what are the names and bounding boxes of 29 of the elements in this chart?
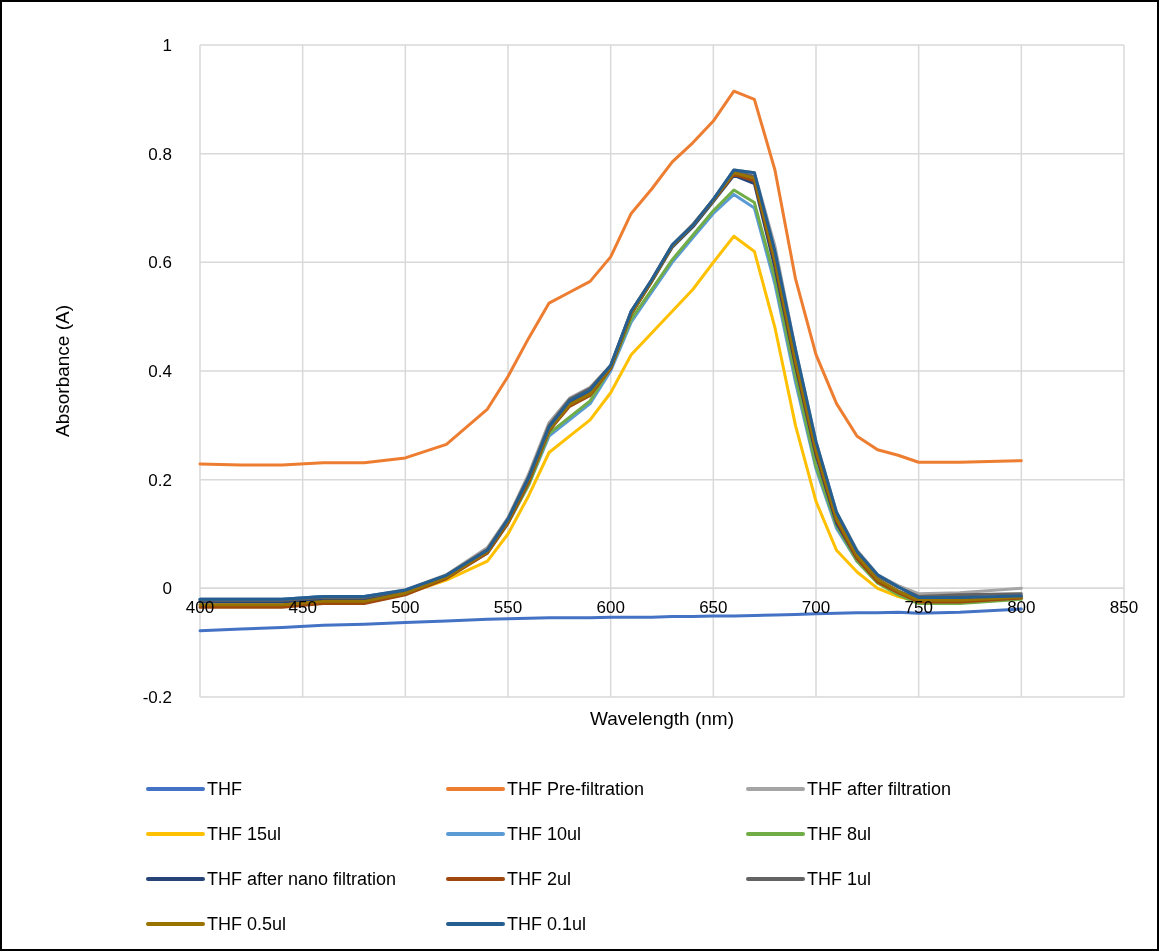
y-tick-label: -0.2 [142, 687, 172, 707]
x-tick-label: 700 [801, 598, 831, 618]
x-tick-label: 400 [185, 598, 215, 618]
x-axis-title: Wavelength (nm) [590, 708, 734, 729]
x-tick-label: 500 [391, 598, 420, 618]
y-tick-label: 0.4 [148, 361, 172, 381]
legend-label: THF 15ul [207, 824, 282, 845]
legend-label: THF [207, 779, 242, 800]
y-axis-title: Absorbance (A) [52, 304, 73, 438]
y-tick-label: 1 [162, 35, 172, 55]
legend-label: THF Pre-filtration [507, 779, 645, 800]
legend-label: THF 10ul [507, 824, 582, 845]
y-tick-label: 0.2 [148, 470, 172, 490]
y-tick-label: 0.6 [148, 253, 172, 273]
y-tick-label: 0.8 [148, 144, 172, 164]
legend-label: THF after nano filtration [207, 869, 397, 890]
line-series [198, 89, 1023, 467]
legend-label: THF 0.5ul [207, 914, 287, 935]
x-tick-label: 600 [596, 598, 625, 618]
y-tick-label: 0 [162, 579, 172, 599]
legend-label: THF 0.1ul [507, 914, 587, 935]
legend-label: THF after filtration [807, 779, 952, 800]
legend-label: THF 1ul [807, 869, 872, 890]
x-tick-label: 550 [493, 598, 523, 618]
x-tick-label: 650 [699, 598, 728, 618]
legend-label: THF 8ul [807, 824, 872, 845]
x-tick-label: 800 [1007, 598, 1036, 618]
x-tick-label: 850 [1109, 598, 1139, 618]
legend-label: THF 2ul [507, 869, 572, 890]
